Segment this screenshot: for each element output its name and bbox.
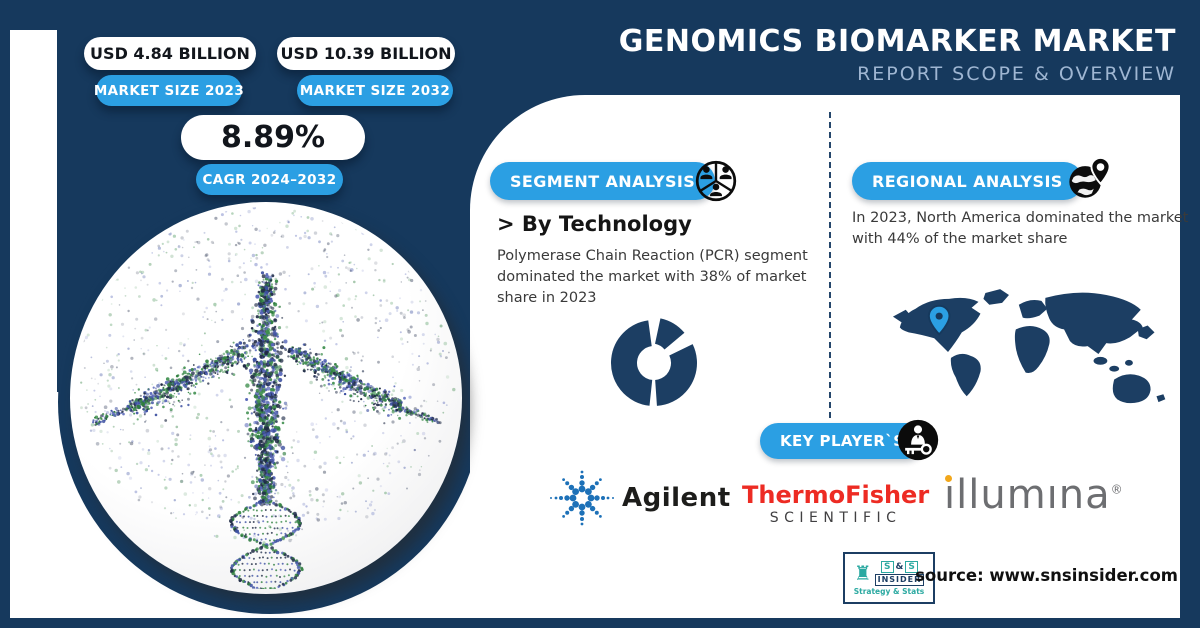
illumina-i: ı	[944, 472, 956, 518]
regional-body-text: In 2023, North America dominated the mar…	[852, 210, 1189, 248]
key-players-pill: KEY PLAYER`S	[760, 423, 925, 459]
illumina-wordmark: llumına	[956, 472, 1111, 518]
north-america-pin	[927, 304, 951, 336]
frame-border-right	[1180, 0, 1200, 628]
segment-body-text: Polymerase Chain Reaction (PCR) segment …	[497, 248, 808, 307]
segment-analysis-pill: SEGMENT ANALYSIS	[490, 162, 716, 200]
particle-human-dna-art	[75, 207, 456, 589]
illumina-i-glyph: ı	[944, 472, 957, 518]
people-segments-icon	[695, 160, 737, 202]
source-text: source: www.snsinsider.com	[915, 566, 1178, 585]
chess-rook-icon: ♜	[853, 561, 872, 585]
donut-chart-icon	[608, 317, 697, 406]
thermofisher-wordmark: ThermoFisher	[742, 481, 930, 509]
sns-logo-text-column: S & S INSIDER	[874, 560, 925, 586]
cagr-value: 8.89%	[181, 115, 365, 160]
thermofisher-scientific-label: SCIENTIFIC	[769, 510, 902, 526]
left-white-strip	[10, 30, 57, 618]
dashed-divider	[829, 112, 831, 418]
sns-insider-logo: ♜ S & S INSIDER Strategy & Stats	[843, 552, 935, 604]
frame-border-bottom	[0, 618, 1200, 628]
illumina-registered-mark: ®	[1110, 482, 1124, 497]
world-map	[892, 289, 1166, 404]
thermofisher-logo: ThermoFisher SCIENTIFIC	[742, 481, 929, 526]
page-title: GENOMICS BIOMARKER MARKET	[618, 24, 1176, 59]
market-size-2023-value: USD 4.84 BILLION	[84, 37, 256, 70]
sns-tagline: Strategy & Stats	[853, 586, 925, 596]
header: GENOMICS BIOMARKER MARKET REPORT SCOPE &…	[619, 24, 1176, 85]
illumina-logo: ı llumına®	[944, 472, 1124, 518]
market-size-2032-label: MARKET SIZE 2032	[297, 75, 453, 106]
cagr-label: CAGR 2024–2032	[196, 164, 343, 195]
agilent-starburst-icon	[550, 470, 614, 526]
illumina-i-dot	[945, 475, 952, 482]
sns-logo-top: ♜ S & S INSIDER	[853, 560, 925, 586]
dna-human-illustration	[70, 202, 462, 594]
regional-analysis-pill: REGIONAL ANALYSIS	[852, 162, 1083, 200]
frame-border-left	[0, 0, 10, 628]
sns-ss-row: S & S	[881, 560, 918, 573]
market-size-2032-value: USD 10.39 BILLION	[277, 37, 455, 70]
market-size-2023-label: MARKET SIZE 2023	[94, 75, 244, 106]
agilent-logo: Agilent	[550, 466, 731, 530]
segment-heading: > By Technology	[497, 212, 692, 236]
sns-s-left: S	[881, 560, 894, 573]
globe-pin-icon	[1069, 156, 1111, 198]
page-subtitle: REPORT SCOPE & OVERVIEW	[857, 63, 1176, 85]
person-key-icon	[897, 419, 939, 461]
sns-s-right: S	[905, 560, 918, 573]
agilent-wordmark: Agilent	[622, 483, 731, 513]
sns-insider-label: INSIDER	[874, 573, 925, 586]
sns-ampersand: &	[895, 561, 904, 572]
